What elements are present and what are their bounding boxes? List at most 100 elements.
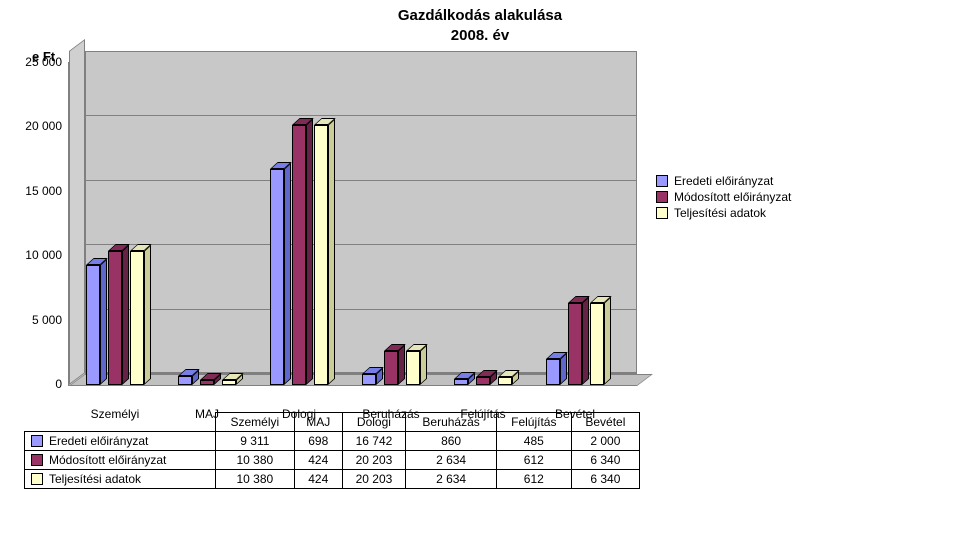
bar-side bbox=[582, 297, 589, 385]
bar-side bbox=[420, 345, 427, 385]
bar bbox=[200, 380, 214, 385]
row-label: Eredeti előirányzat bbox=[49, 434, 148, 448]
legend-label: Teljesítési adatok bbox=[674, 206, 766, 220]
legend-swatch bbox=[656, 175, 668, 187]
bar bbox=[314, 125, 328, 385]
bar bbox=[292, 125, 306, 385]
row-swatch bbox=[31, 473, 43, 485]
x-label: MAJ bbox=[195, 407, 219, 421]
bar bbox=[270, 169, 284, 385]
table-cell: 2 634 bbox=[406, 470, 496, 489]
table-cell: 10 380 bbox=[215, 451, 294, 470]
table-cell: 16 742 bbox=[342, 432, 406, 451]
bar-front bbox=[222, 380, 236, 385]
bar bbox=[568, 303, 582, 385]
ytick-label: 20 000 bbox=[24, 119, 62, 133]
row-swatch bbox=[31, 435, 43, 447]
row-label: Teljesítési adatok bbox=[49, 472, 141, 486]
bar-side bbox=[144, 245, 151, 385]
bar bbox=[178, 376, 192, 385]
bar-front bbox=[590, 303, 604, 385]
legend-item: Teljesítési adatok bbox=[656, 206, 791, 220]
table-cell: 860 bbox=[406, 432, 496, 451]
table-cell: 2 634 bbox=[406, 451, 496, 470]
title-line2: 2008. év bbox=[451, 27, 509, 44]
bar-side bbox=[328, 118, 335, 385]
bar bbox=[384, 351, 398, 385]
bar bbox=[130, 251, 144, 385]
table-row: Módosított előirányzat 10 38042420 2032 6… bbox=[25, 451, 640, 470]
title-line1: Gazdálkodás alakulása bbox=[398, 7, 562, 24]
bar-front bbox=[178, 376, 192, 385]
table-cell: 612 bbox=[496, 451, 571, 470]
bar-front bbox=[314, 125, 328, 385]
gridline bbox=[85, 51, 637, 52]
bar bbox=[362, 374, 376, 385]
bar-front bbox=[384, 351, 398, 385]
x-label: Bevétel bbox=[555, 407, 595, 421]
legend-item: Eredeti előirányzat bbox=[656, 174, 791, 188]
legend-label: Módosított előirányzat bbox=[674, 190, 791, 204]
bar-front bbox=[476, 377, 490, 385]
bar bbox=[222, 380, 236, 385]
table-cell: 20 203 bbox=[342, 451, 406, 470]
table-row-header: Módosított előirányzat bbox=[25, 451, 216, 470]
chart-area: 05 00010 00015 00020 00025 000SzemélyiMA… bbox=[24, 62, 640, 408]
table-row: Teljesítési adatok10 38042420 2032 63461… bbox=[25, 470, 640, 489]
bar-front bbox=[454, 379, 468, 385]
ytick-label: 10 000 bbox=[24, 248, 62, 262]
ytick-label: 25 000 bbox=[24, 55, 62, 69]
x-label: Dologi bbox=[282, 407, 316, 421]
bar-front bbox=[270, 169, 284, 385]
bar-side bbox=[560, 353, 567, 385]
bar-side bbox=[398, 345, 405, 385]
bar-side bbox=[306, 118, 313, 385]
bar bbox=[546, 359, 560, 385]
bar-side bbox=[100, 259, 107, 385]
row-label: Módosított előirányzat bbox=[49, 453, 166, 467]
bar-side bbox=[122, 245, 129, 385]
table-cell: 2 000 bbox=[571, 432, 639, 451]
bar-front bbox=[498, 377, 512, 385]
bar-side bbox=[284, 163, 291, 385]
table-cell: 485 bbox=[496, 432, 571, 451]
bar-front bbox=[292, 125, 306, 385]
x-label: Felújítás bbox=[460, 407, 505, 421]
legend-swatch bbox=[656, 207, 668, 219]
table-cell: 6 340 bbox=[571, 451, 639, 470]
ytick-label: 15 000 bbox=[24, 184, 62, 198]
bar bbox=[406, 351, 420, 385]
bar-front bbox=[406, 351, 420, 385]
legend-swatch bbox=[656, 191, 668, 203]
chart-title: Gazdálkodás alakulása 2008. év bbox=[0, 0, 960, 45]
bar-side bbox=[604, 297, 611, 385]
content-row: 05 00010 00015 00020 00025 000SzemélyiMA… bbox=[0, 60, 960, 408]
ytick-label: 0 bbox=[24, 377, 62, 391]
bar bbox=[86, 265, 100, 385]
bar-front bbox=[362, 374, 376, 385]
table-cell: 6 340 bbox=[571, 470, 639, 489]
legend-label: Eredeti előirányzat bbox=[674, 174, 773, 188]
table-cell: 424 bbox=[294, 470, 342, 489]
x-label: Beruházás bbox=[362, 407, 419, 421]
table-row-header: Teljesítési adatok bbox=[25, 470, 216, 489]
bar bbox=[454, 379, 468, 385]
table-row-header: Eredeti előirányzat bbox=[25, 432, 216, 451]
bars-layer bbox=[69, 63, 621, 385]
bar bbox=[476, 377, 490, 385]
bar-front bbox=[546, 359, 560, 385]
bar-front bbox=[108, 251, 122, 385]
table-cell: 424 bbox=[294, 451, 342, 470]
bar bbox=[498, 377, 512, 385]
x-label: Személyi bbox=[91, 407, 140, 421]
bar-front bbox=[568, 303, 582, 385]
table-cell: 10 380 bbox=[215, 470, 294, 489]
data-table: SzemélyiMAJDologiBeruházásFelújításBevét… bbox=[24, 412, 640, 489]
table-cell: 698 bbox=[294, 432, 342, 451]
plot-area: SzemélyiMAJDologiBeruházásFelújításBevét… bbox=[68, 62, 622, 386]
table-cell: 20 203 bbox=[342, 470, 406, 489]
legend: Eredeti előirányzat Módosított előirányza… bbox=[656, 172, 791, 222]
bar-front bbox=[200, 380, 214, 385]
legend-item: Módosított előirányzat bbox=[656, 190, 791, 204]
bar bbox=[108, 251, 122, 385]
